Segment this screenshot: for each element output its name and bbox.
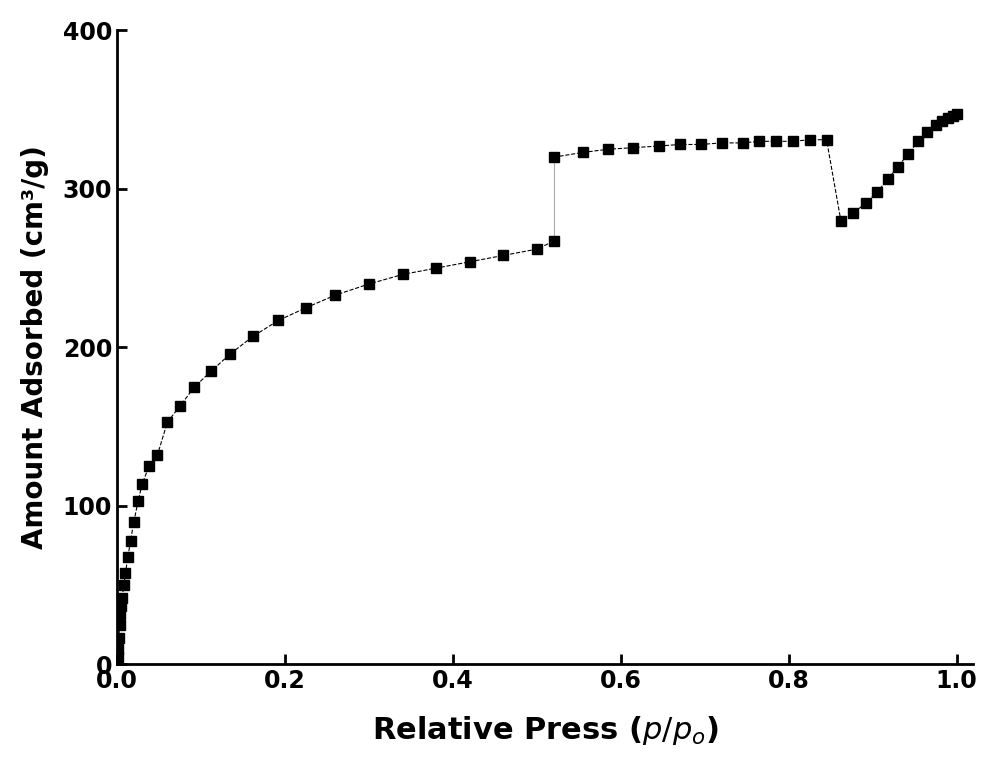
X-axis label: Relative Press ($\mathit{p/p_o}$): Relative Press ($\mathit{p/p_o}$) bbox=[372, 714, 719, 747]
Y-axis label: Amount Adsorbed (cm³/g): Amount Adsorbed (cm³/g) bbox=[21, 145, 49, 549]
